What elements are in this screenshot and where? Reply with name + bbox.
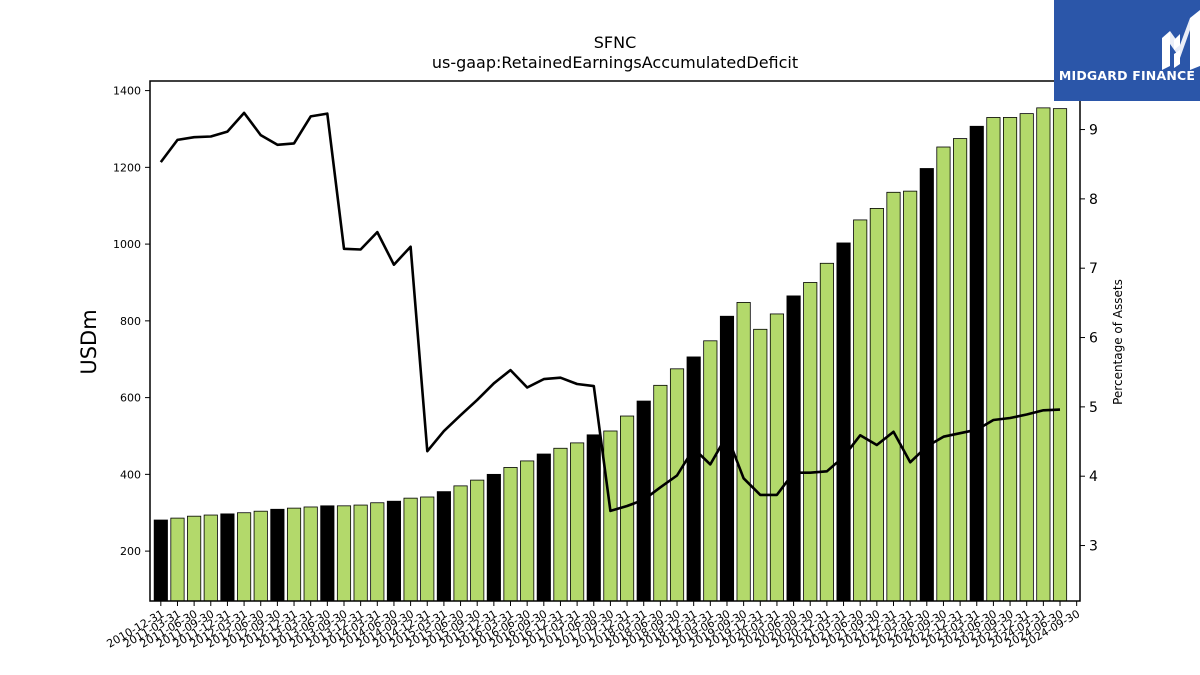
bar <box>853 219 868 602</box>
y-tick-label: 1000 <box>113 238 141 251</box>
percentage-of-assets-line <box>159 111 1061 513</box>
bar <box>736 302 751 602</box>
bar <box>270 508 285 602</box>
bar <box>603 430 618 602</box>
bar <box>187 515 202 602</box>
bar <box>253 510 268 602</box>
y2-tick-label: 6 <box>1089 331 1098 347</box>
axes: 20040060080010001200140034567892010-12-3… <box>104 80 1098 651</box>
bar <box>370 502 385 602</box>
y-tick-label: 200 <box>120 545 141 558</box>
bar <box>686 356 701 602</box>
bar <box>753 328 768 602</box>
bar <box>353 504 368 602</box>
bar <box>819 262 834 602</box>
bar <box>586 434 601 602</box>
y-tick-label: 600 <box>120 392 141 405</box>
bar-series <box>153 107 1068 602</box>
bar <box>486 473 501 602</box>
bar <box>703 340 718 602</box>
y2-tick-label: 8 <box>1089 192 1098 208</box>
y-tick-label: 1400 <box>113 85 141 98</box>
bar <box>919 168 934 602</box>
y-tick-label: 1200 <box>113 161 141 174</box>
bar <box>769 313 784 602</box>
bar <box>969 125 984 602</box>
bar <box>1003 117 1018 602</box>
bar <box>420 496 435 602</box>
bar <box>936 146 951 602</box>
bar <box>869 208 884 602</box>
midgard-finance-m-icon <box>1162 10 1200 70</box>
bar <box>220 513 235 602</box>
bar <box>536 453 551 602</box>
bar <box>320 505 335 602</box>
y2-axis-label: Percentage of Assets <box>1111 279 1125 405</box>
brand-logo: MIDGARD FINANCE <box>1054 0 1200 101</box>
y-tick-label: 800 <box>120 315 141 328</box>
bar <box>203 514 218 602</box>
bar <box>303 506 318 602</box>
bar <box>403 497 418 602</box>
bar <box>436 491 451 602</box>
y-tick-label: 400 <box>120 468 141 481</box>
bar <box>719 315 735 602</box>
bar <box>986 117 1001 602</box>
chart-title: SFNC <box>594 33 637 52</box>
y2-tick-label: 5 <box>1089 400 1098 416</box>
bar <box>903 190 918 602</box>
brand-name: MIDGARD FINANCE <box>1058 68 1196 83</box>
bar <box>886 191 901 602</box>
bar <box>669 368 685 602</box>
bar <box>170 517 185 602</box>
bar <box>286 507 302 602</box>
plot-frame <box>149 80 1081 602</box>
bar <box>786 295 801 602</box>
bar <box>953 138 968 602</box>
y2-tick-label: 9 <box>1089 123 1098 139</box>
bar <box>1052 108 1068 602</box>
bar <box>836 242 851 602</box>
bar <box>153 519 168 602</box>
y-axis-label: USDm <box>77 309 101 374</box>
bar <box>386 500 402 602</box>
bar <box>503 467 518 602</box>
bar <box>553 447 568 602</box>
bar <box>520 460 535 602</box>
bar <box>336 505 352 602</box>
bar <box>1036 107 1051 602</box>
bar <box>1019 113 1034 602</box>
y2-tick-label: 4 <box>1089 469 1098 485</box>
y2-tick-label: 7 <box>1089 261 1098 277</box>
bar <box>803 282 818 602</box>
bar <box>237 512 252 602</box>
bar <box>570 442 585 602</box>
bar <box>653 384 668 602</box>
bar <box>470 479 485 602</box>
bar <box>453 485 468 602</box>
y2-tick-label: 3 <box>1089 539 1098 555</box>
chart-subtitle: us-gaap:RetainedEarningsAccumulatedDefic… <box>432 53 798 72</box>
